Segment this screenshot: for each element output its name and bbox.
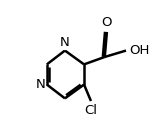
Text: OH: OH: [130, 44, 150, 57]
Text: O: O: [102, 16, 112, 29]
Text: N: N: [36, 78, 45, 91]
Text: Cl: Cl: [84, 104, 97, 117]
Text: N: N: [60, 36, 70, 49]
